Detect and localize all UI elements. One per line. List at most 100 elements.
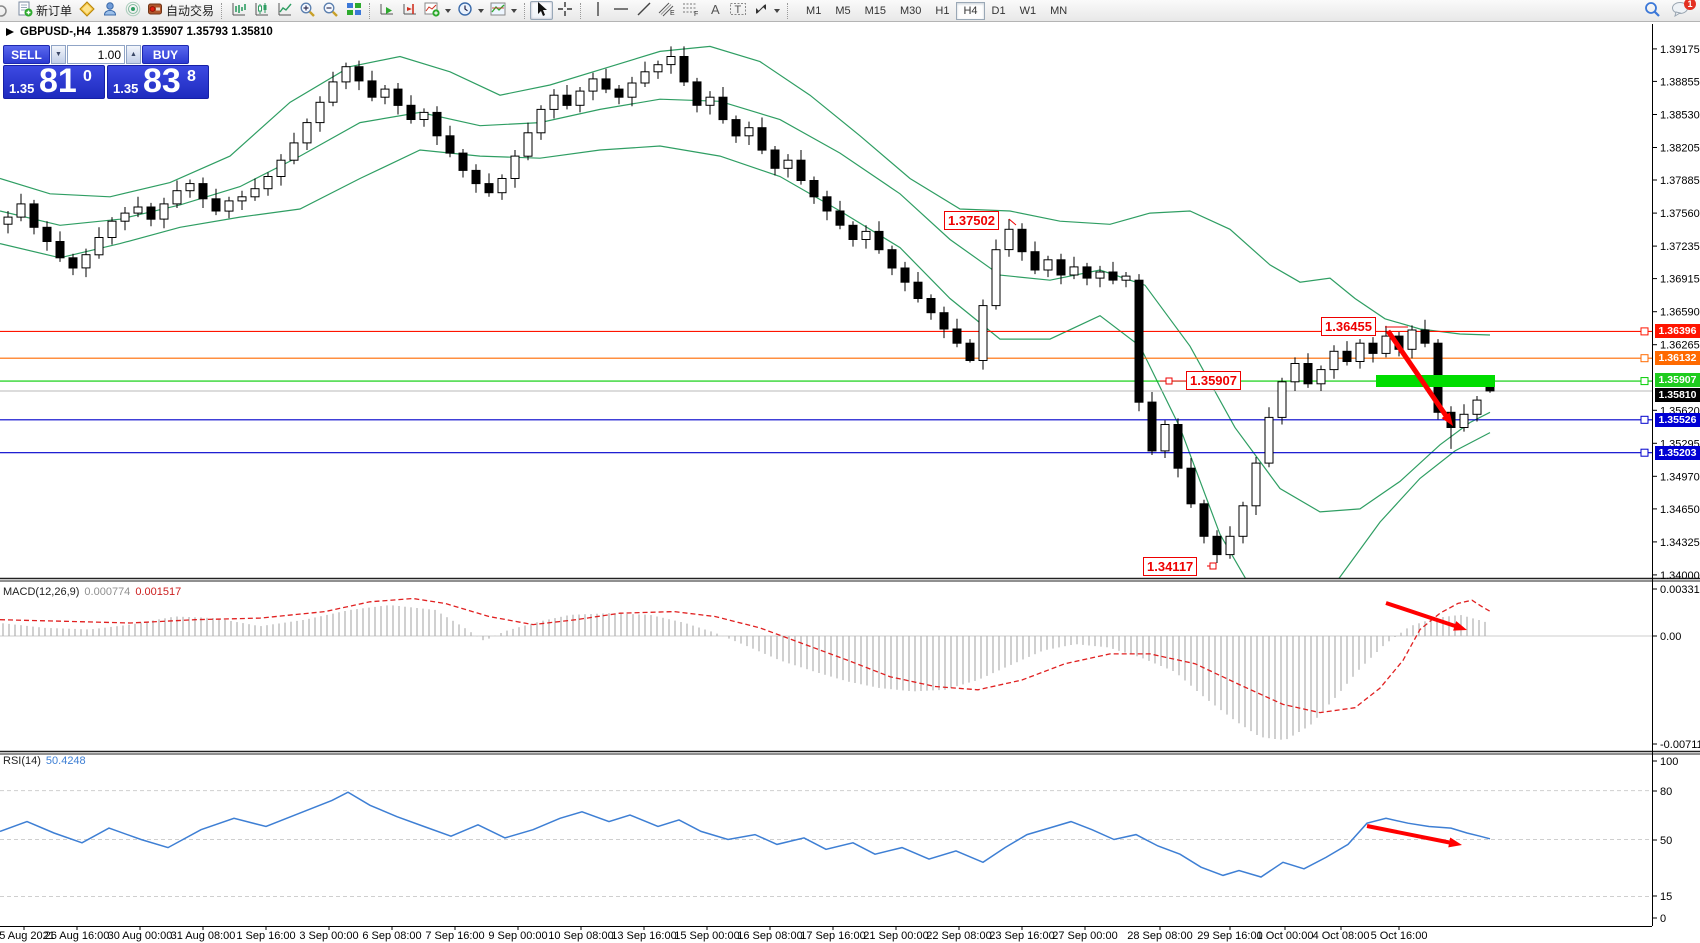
sell-price-panel[interactable]: 1.35 81 0 bbox=[3, 62, 105, 100]
search-button[interactable] bbox=[1641, 1, 1664, 20]
zoom-in-button[interactable] bbox=[296, 1, 319, 20]
signals-button[interactable] bbox=[121, 1, 144, 20]
time-axis-label: 6 Sep 08:00 bbox=[362, 930, 421, 942]
timeframe-toolbar: M1 M5 M15 M30 H1 H4 D1 W1 MN bbox=[799, 1, 1074, 20]
trendline-button[interactable] bbox=[632, 1, 655, 20]
text-label-button[interactable]: T bbox=[726, 1, 750, 20]
notifications-button[interactable]: 1 bbox=[1668, 0, 1696, 20]
search-icon bbox=[1644, 1, 1661, 21]
bar-chart-icon bbox=[231, 1, 247, 20]
diamond-icon bbox=[78, 1, 95, 20]
timeframe-M5[interactable]: M5 bbox=[828, 2, 857, 20]
price-tick-label: 1.39175 bbox=[1660, 44, 1700, 56]
timeframe-H4[interactable]: H4 bbox=[956, 1, 985, 20]
green-highlight-box[interactable] bbox=[1376, 375, 1495, 387]
arrows-icon bbox=[753, 1, 769, 20]
crosshair-button[interactable] bbox=[553, 1, 576, 20]
zoom-out-icon bbox=[322, 1, 339, 21]
template-icon bbox=[490, 1, 506, 20]
diamond-button[interactable] bbox=[75, 1, 98, 20]
signal-icon bbox=[125, 1, 141, 20]
trend-arrow-rsi[interactable] bbox=[1366, 824, 1462, 848]
rsi-name: RSI(14) bbox=[3, 755, 41, 767]
sell-button[interactable]: SELL bbox=[3, 45, 50, 64]
profile-button[interactable] bbox=[98, 1, 121, 20]
timeframe-M15[interactable]: M15 bbox=[858, 2, 893, 20]
price-panel bbox=[0, 45, 1652, 578]
chevron-down-icon bbox=[445, 8, 452, 13]
time-axis-label: 30 Aug 00:00 bbox=[108, 930, 173, 942]
macd-name: MACD(12,26,9) bbox=[3, 586, 80, 598]
annotation-level[interactable]: 1.35907 bbox=[1186, 371, 1241, 390]
separator bbox=[221, 2, 223, 19]
cursor-button[interactable] bbox=[530, 1, 554, 20]
svg-text:E: E bbox=[670, 10, 675, 17]
tile-windows-button[interactable] bbox=[342, 1, 365, 20]
annotation-high[interactable]: 1.37502 bbox=[944, 211, 999, 230]
cursor-icon bbox=[535, 1, 549, 20]
buy-button[interactable]: BUY bbox=[142, 45, 189, 64]
zoom-in-icon bbox=[299, 1, 316, 21]
timeframe-D1[interactable]: D1 bbox=[985, 2, 1013, 20]
auto-trading-button[interactable]: 自动交易 bbox=[144, 1, 217, 20]
rsi-value: 50.4248 bbox=[45, 755, 86, 767]
indicators-button[interactable] bbox=[421, 1, 454, 20]
price-tick-label: 1.38855 bbox=[1660, 76, 1700, 88]
time-axis-label: 22 Sep 08:00 bbox=[926, 930, 991, 942]
timeframe-M30[interactable]: M30 bbox=[893, 2, 928, 20]
chart-shift-button[interactable] bbox=[398, 1, 421, 20]
horizontal-line-button[interactable] bbox=[609, 1, 632, 20]
bar-chart-button[interactable] bbox=[227, 1, 250, 20]
line-chart-icon bbox=[277, 1, 293, 20]
buy-price-panel[interactable]: 1.35 83 8 bbox=[107, 62, 209, 100]
new-order-button[interactable]: 新订单 bbox=[14, 1, 75, 20]
trend-arrow-macd[interactable] bbox=[1385, 601, 1467, 631]
toolbar: 新订单 自动交易 bbox=[0, 0, 1700, 22]
text-label-icon: T bbox=[729, 1, 747, 20]
clock-icon bbox=[457, 1, 473, 20]
svg-text:F: F bbox=[694, 11, 698, 17]
clipped-icon bbox=[0, 1, 14, 20]
new-order-icon bbox=[17, 1, 33, 20]
one-click-trading-widget: SELL ▼ ▲ BUY 1.35 81 0 1.35 83 8 bbox=[3, 45, 209, 100]
fibonacci-button[interactable]: F bbox=[679, 1, 703, 20]
timeframe-H1[interactable]: H1 bbox=[928, 2, 956, 20]
volume-input[interactable] bbox=[67, 45, 125, 64]
templates-button[interactable] bbox=[487, 1, 520, 20]
periods-button[interactable] bbox=[454, 1, 487, 20]
trend-arrow-main[interactable] bbox=[1385, 329, 1453, 426]
chevron-down-icon bbox=[511, 8, 518, 13]
volume-up-button[interactable]: ▲ bbox=[126, 45, 141, 64]
fibonacci-icon: F bbox=[682, 1, 700, 20]
vertical-line-button[interactable] bbox=[586, 1, 609, 20]
buy-price-prefix: 1.35 bbox=[113, 81, 139, 96]
timeframe-W1[interactable]: W1 bbox=[1013, 2, 1044, 20]
price-tick-label: 1.34650 bbox=[1660, 504, 1700, 516]
candlestick-chart-button[interactable] bbox=[250, 1, 273, 20]
zoom-out-button[interactable] bbox=[319, 1, 342, 20]
candlestick-icon bbox=[254, 1, 270, 20]
text-button[interactable]: A bbox=[703, 1, 726, 20]
timeframe-M1[interactable]: M1 bbox=[799, 2, 828, 20]
arrows-button[interactable] bbox=[750, 1, 783, 20]
text-icon: A bbox=[708, 1, 722, 20]
bollinger-lower bbox=[0, 145, 1491, 578]
timeframe-MN[interactable]: MN bbox=[1043, 2, 1074, 20]
price-tick-label: 1.38530 bbox=[1660, 110, 1700, 122]
price-tag-1.36396: 1.36396 bbox=[1655, 324, 1700, 339]
time-axis-label: 16 Sep 08:00 bbox=[737, 930, 802, 942]
chart-shift-icon bbox=[402, 1, 418, 20]
auto-trading-status-icon bbox=[147, 1, 163, 20]
annotation-low[interactable]: 1.34117 bbox=[1143, 557, 1198, 576]
price-tick-label: 1.34000 bbox=[1660, 570, 1700, 582]
volume-down-button[interactable]: ▼ bbox=[51, 45, 66, 64]
auto-scroll-button[interactable] bbox=[375, 1, 398, 20]
new-order-label: 新订单 bbox=[36, 4, 73, 18]
price-tick-label: 1.36915 bbox=[1660, 274, 1700, 286]
line-chart-button[interactable] bbox=[273, 1, 296, 20]
equidistant-channel-button[interactable]: E bbox=[655, 1, 679, 20]
annotation-swing[interactable]: 1.36455 bbox=[1321, 317, 1376, 336]
tile-windows-icon bbox=[346, 1, 362, 20]
